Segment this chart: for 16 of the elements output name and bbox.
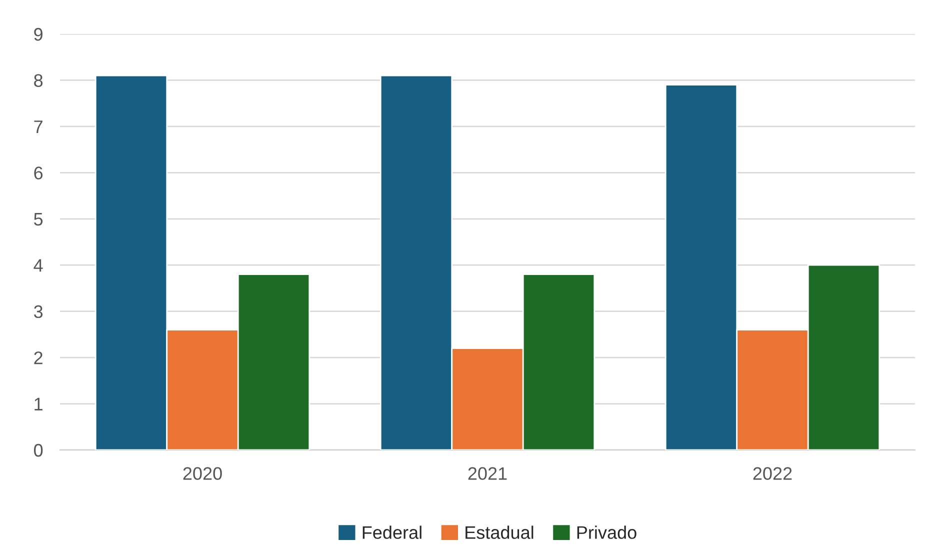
legend-label: Estadual (466, 526, 534, 539)
x-tick-label: 2020 (183, 467, 222, 480)
y-tick-label: 4 (34, 259, 43, 272)
y-tick-label: 6 (34, 166, 43, 180)
y-tick-label: 9 (34, 28, 42, 41)
legend-label: Privado (577, 526, 636, 539)
y-tick-label: 7 (34, 120, 42, 133)
y-tick-label: 3 (34, 305, 43, 318)
y-tick-label: 1 (34, 398, 42, 410)
y-tick-label: 8 (34, 74, 43, 87)
y-tick-label: 2 (34, 351, 42, 364)
y-tick-label: 5 (34, 213, 43, 226)
y-tick-label: 0 (34, 444, 43, 457)
x-tick-label: 2022 (753, 467, 792, 480)
x-tick-label: 2021 (468, 467, 507, 480)
legend-label: Federal (362, 526, 422, 539)
